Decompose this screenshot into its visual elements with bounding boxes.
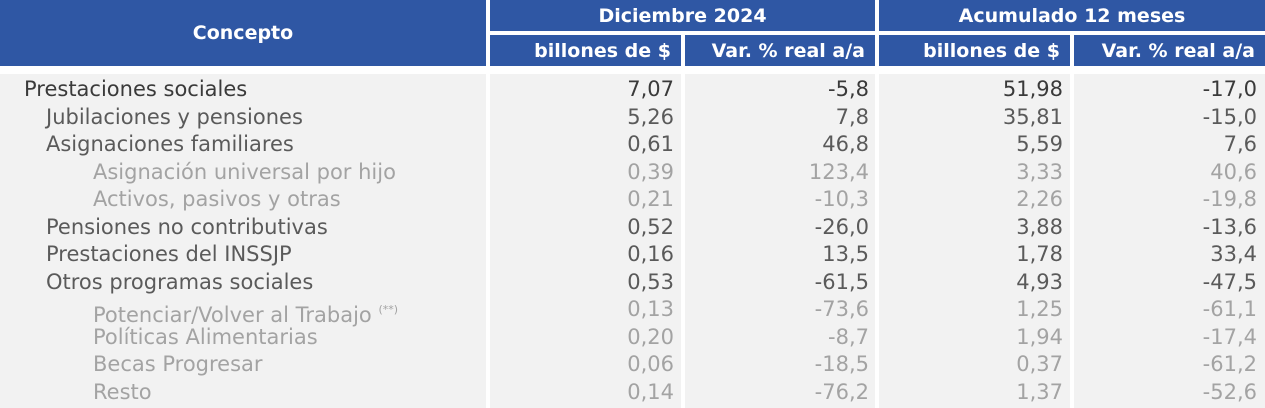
table-row: Políticas Alimentarias 0,20 -8,7 1,94 -1… — [0, 324, 1265, 352]
footnote-marker: (**) — [378, 303, 399, 316]
cell-billones-acum: 3,33 — [1016, 159, 1063, 184]
table-row: Prestaciones del INSSJP 0,16 13,5 1,78 3… — [0, 241, 1265, 269]
cell-var-acum: -61,1 — [1202, 297, 1257, 321]
cell-billones-dic: 0,61 — [627, 132, 674, 156]
cell-billones-acum: 0,37 — [1016, 352, 1063, 376]
cell-var-acum: 7,6 — [1223, 132, 1257, 156]
header-billones-dic: billones de $ — [490, 35, 681, 66]
cell-var-dic: -18,5 — [814, 352, 869, 376]
body-column-var-dic — [685, 74, 875, 408]
cell-billones-acum: 35,81 — [1002, 104, 1063, 129]
cell-var-dic: -61,5 — [814, 269, 869, 294]
table-row: Asignaciones familiares 0,61 46,8 5,59 7… — [0, 131, 1265, 159]
row-label: Prestaciones sociales — [24, 77, 248, 101]
row-label: Pensiones no contributivas — [46, 214, 328, 239]
row-label: Otros programas sociales — [46, 269, 314, 294]
cell-var-dic: -10,3 — [814, 187, 869, 211]
cell-billones-dic: 0,39 — [627, 159, 674, 184]
body-column-var-acum — [1074, 74, 1265, 408]
cell-var-dic: -76,2 — [814, 379, 869, 404]
header-divider-left — [490, 31, 875, 33]
header-var-dic: Var. % real a/a — [685, 35, 875, 66]
cell-billones-dic: 0,14 — [627, 379, 674, 404]
header-billones-acum: billones de $ — [879, 35, 1070, 66]
row-label: Asignación universal por hijo — [93, 159, 396, 184]
table-row: Potenciar/Volver al Trabajo (**) 0,13 -7… — [0, 296, 1265, 327]
body-column-billones-acum — [879, 74, 1070, 408]
cell-var-acum: -15,0 — [1202, 104, 1257, 129]
cell-var-acum: -13,6 — [1202, 214, 1257, 239]
cell-var-dic: 13,5 — [822, 242, 869, 266]
body-column-concepto — [0, 74, 486, 408]
cell-var-dic: -73,6 — [814, 297, 869, 321]
cell-billones-acum: 5,59 — [1016, 132, 1063, 156]
cell-var-dic: -5,8 — [828, 77, 869, 101]
cell-billones-dic: 0,53 — [627, 269, 674, 294]
table-row: Prestaciones sociales 7,07 -5,8 51,98 -1… — [0, 76, 1265, 104]
cell-var-dic: 7,8 — [835, 104, 869, 129]
cell-var-acum: -61,2 — [1202, 352, 1257, 376]
row-label: Políticas Alimentarias — [93, 324, 318, 349]
row-label: Jubilaciones y pensiones — [46, 104, 303, 129]
cell-var-acum: 40,6 — [1210, 159, 1257, 184]
row-label: Prestaciones del INSSJP — [46, 242, 292, 266]
cell-billones-dic: 7,07 — [627, 77, 674, 101]
table-row: Jubilaciones y pensiones 5,26 7,8 35,81 … — [0, 104, 1265, 132]
table-row: Activos, pasivos y otras 0,21 -10,3 2,26… — [0, 186, 1265, 214]
row-label-text: Potenciar/Volver al Trabajo — [93, 303, 372, 327]
cell-billones-acum: 1,78 — [1016, 242, 1063, 266]
cell-billones-acum: 51,98 — [1002, 77, 1063, 101]
cell-var-dic: -26,0 — [814, 214, 869, 239]
cell-var-dic: -8,7 — [828, 324, 869, 349]
table-row: Asignación universal por hijo 0,39 123,4… — [0, 159, 1265, 187]
cell-var-acum: -17,0 — [1202, 77, 1257, 101]
table-row: Pensiones no contributivas 0,52 -26,0 3,… — [0, 214, 1265, 242]
header-concepto: Concepto — [0, 0, 486, 66]
table-row: Otros programas sociales 0,53 -61,5 4,93… — [0, 269, 1265, 297]
header-acumulado-12-meses: Acumulado 12 meses — [879, 0, 1265, 31]
cell-billones-acum: 2,26 — [1016, 187, 1063, 211]
cell-billones-dic: 0,52 — [627, 214, 674, 239]
row-label: Becas Progresar — [93, 352, 263, 376]
table-body: Prestaciones sociales 7,07 -5,8 51,98 -1… — [0, 76, 1265, 406]
header-divider-right — [879, 31, 1265, 33]
header-var-acum: Var. % real a/a — [1074, 35, 1265, 66]
cell-billones-acum: 1,37 — [1016, 379, 1063, 404]
cell-billones-acum: 1,94 — [1016, 324, 1063, 349]
row-label: Asignaciones familiares — [46, 132, 294, 156]
cell-var-acum: -17,4 — [1202, 324, 1257, 349]
cell-billones-dic: 0,06 — [627, 352, 674, 376]
cell-billones-dic: 0,16 — [627, 242, 674, 266]
table-row: Becas Progresar 0,06 -18,5 0,37 -61,2 — [0, 351, 1265, 379]
table-row: Resto 0,14 -76,2 1,37 -52,6 — [0, 379, 1265, 407]
cell-billones-dic: 0,13 — [627, 297, 674, 321]
row-label: Resto — [93, 379, 152, 404]
cell-billones-acum: 3,88 — [1016, 214, 1063, 239]
row-label: Activos, pasivos y otras — [93, 187, 341, 211]
cell-var-dic: 46,8 — [822, 132, 869, 156]
body-column-billones-dic — [490, 74, 681, 408]
cell-billones-acum: 4,93 — [1016, 269, 1063, 294]
cell-billones-dic: 5,26 — [627, 104, 674, 129]
cell-var-acum: 33,4 — [1210, 242, 1257, 266]
cell-billones-dic: 0,20 — [627, 324, 674, 349]
row-label: Potenciar/Volver al Trabajo (**) — [93, 296, 398, 330]
cell-var-acum: -52,6 — [1202, 379, 1257, 404]
cell-var-acum: -19,8 — [1202, 187, 1257, 211]
cell-var-acum: -47,5 — [1202, 269, 1257, 294]
cell-var-dic: 123,4 — [808, 159, 869, 184]
header-diciembre-2024: Diciembre 2024 — [490, 0, 875, 31]
cell-billones-acum: 1,25 — [1016, 297, 1063, 321]
cell-billones-dic: 0,21 — [627, 187, 674, 211]
